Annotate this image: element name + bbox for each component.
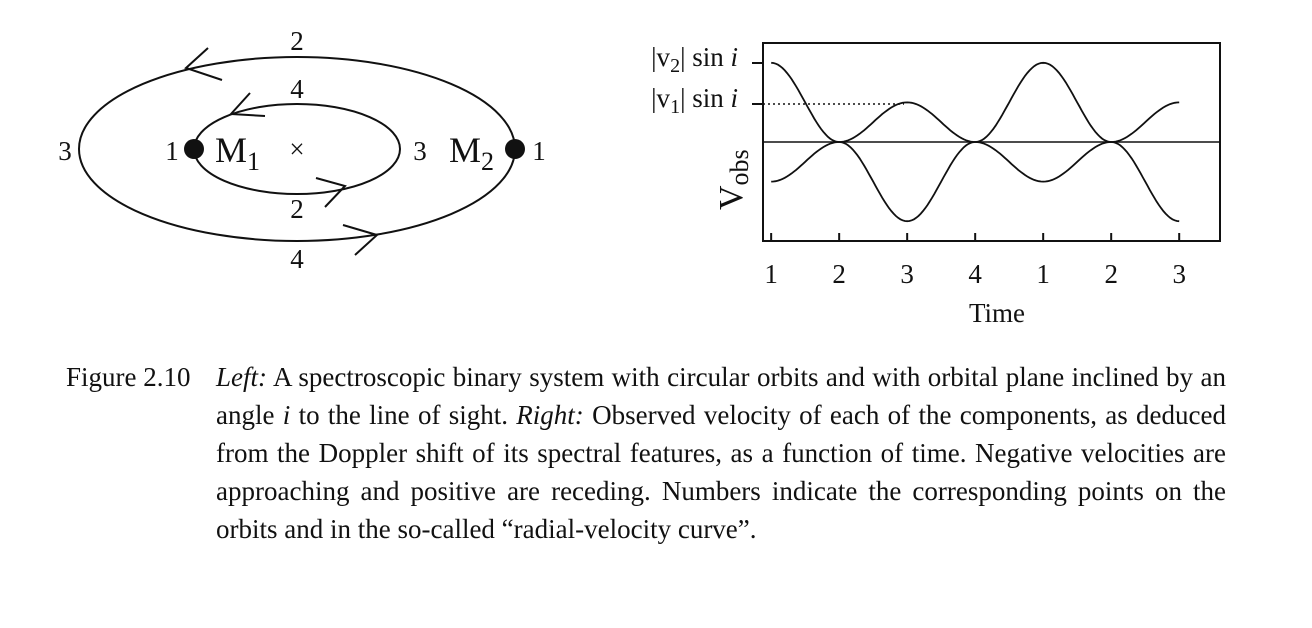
figure-caption: Figure 2.10 Left: A spectroscopic binary… <box>66 358 1226 548</box>
y-axis-label: Vobs <box>713 149 754 210</box>
x-axis-label: Time <box>969 298 1025 328</box>
caption-mid-text: to the line of sight. <box>290 400 517 430</box>
caption-right-text: Observed velocity of each of the compone… <box>216 400 1226 544</box>
caption-angle-var: i <box>282 400 291 430</box>
outer-bottom-arrow <box>342 224 379 256</box>
x-tick-label: 3 <box>1172 259 1186 289</box>
caption-left-text: A spectroscopic binary system with circu… <box>216 362 1226 430</box>
y-mark-label-v1: |v1| sin i <box>651 83 738 118</box>
y-mark-label-v2: |v2| sin i <box>651 42 738 77</box>
outer-label-right: 1 <box>532 136 546 166</box>
inner-label-bottom: 2 <box>290 194 304 224</box>
figure: 2 3 4 1 4 1 3 2 M1 × M2 1 2 3 4 1 2 3 |v2| sin… <box>58 26 1221 328</box>
inner-bottom-arrow <box>315 177 347 208</box>
outer-top-arrow <box>184 47 223 81</box>
inner-label-right: 3 <box>413 136 427 166</box>
m2-body <box>505 139 525 159</box>
x-tick-label: 3 <box>900 259 914 289</box>
m1-label: M1 <box>215 130 260 176</box>
velocity-chart: 1 2 3 4 1 2 3 |v2| sin i |v1| sin i Vobs Time <box>651 42 1221 328</box>
caption-text: Left: A spectroscopic binary system with… <box>216 358 1226 548</box>
x-tick-label: 2 <box>832 259 846 289</box>
x-tick-label: 1 <box>764 259 778 289</box>
caption-left-word: Left: <box>216 362 267 392</box>
outer-label-bottom: 4 <box>290 244 304 274</box>
outer-label-top: 2 <box>290 26 304 56</box>
x-tick-label: 2 <box>1104 259 1118 289</box>
x-tick-label: 1 <box>1036 259 1050 289</box>
series-m1-curve <box>771 101 1180 183</box>
center-of-mass-mark: × <box>289 134 304 164</box>
x-tick-label: 4 <box>968 259 982 289</box>
inner-label-left: 1 <box>165 136 179 166</box>
m2-label: M2 <box>449 130 494 176</box>
inner-label-top: 4 <box>290 74 304 104</box>
orbit-diagram: 2 3 4 1 4 1 3 2 M1 × M2 <box>58 26 546 274</box>
outer-label-left: 3 <box>58 136 72 166</box>
inner-top-arrow <box>228 92 266 117</box>
caption-label: Figure 2.10 <box>66 362 191 392</box>
m1-body <box>184 139 204 159</box>
caption-right-word: Right: <box>516 400 584 430</box>
